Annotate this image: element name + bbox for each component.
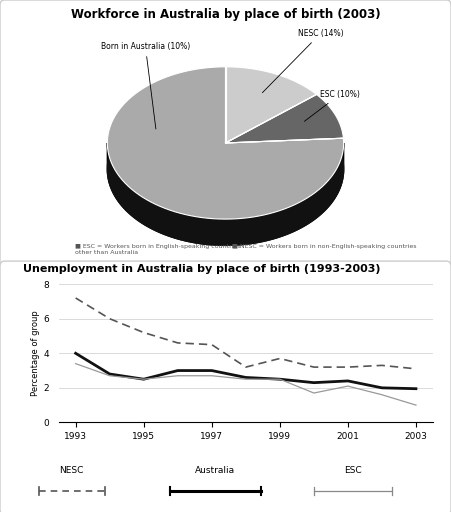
Y-axis label: Percentage of group: Percentage of group <box>32 310 41 396</box>
Text: Workforce in Australia by place of birth (2003): Workforce in Australia by place of birth… <box>71 8 380 21</box>
Text: ■ ESC = Workers born in English-speaking countries
other than Australia: ■ ESC = Workers born in English-speaking… <box>74 244 240 255</box>
Text: Unemployment in Australia by place of birth (1993-2003): Unemployment in Australia by place of bi… <box>23 264 380 274</box>
Text: ESC: ESC <box>344 465 362 475</box>
Polygon shape <box>226 94 343 143</box>
Text: ■ NESC = Workers born in non-English-speaking countries: ■ NESC = Workers born in non-English-spe… <box>232 244 417 249</box>
Polygon shape <box>107 67 344 219</box>
Polygon shape <box>107 143 344 245</box>
Text: NESC: NESC <box>60 465 84 475</box>
Polygon shape <box>107 93 344 245</box>
Text: NESC (14%): NESC (14%) <box>262 29 343 93</box>
Polygon shape <box>226 67 317 143</box>
Text: ESC (10%): ESC (10%) <box>304 90 360 121</box>
Text: Australia: Australia <box>195 465 235 475</box>
Text: Born in Australia (10%): Born in Australia (10%) <box>101 42 190 129</box>
